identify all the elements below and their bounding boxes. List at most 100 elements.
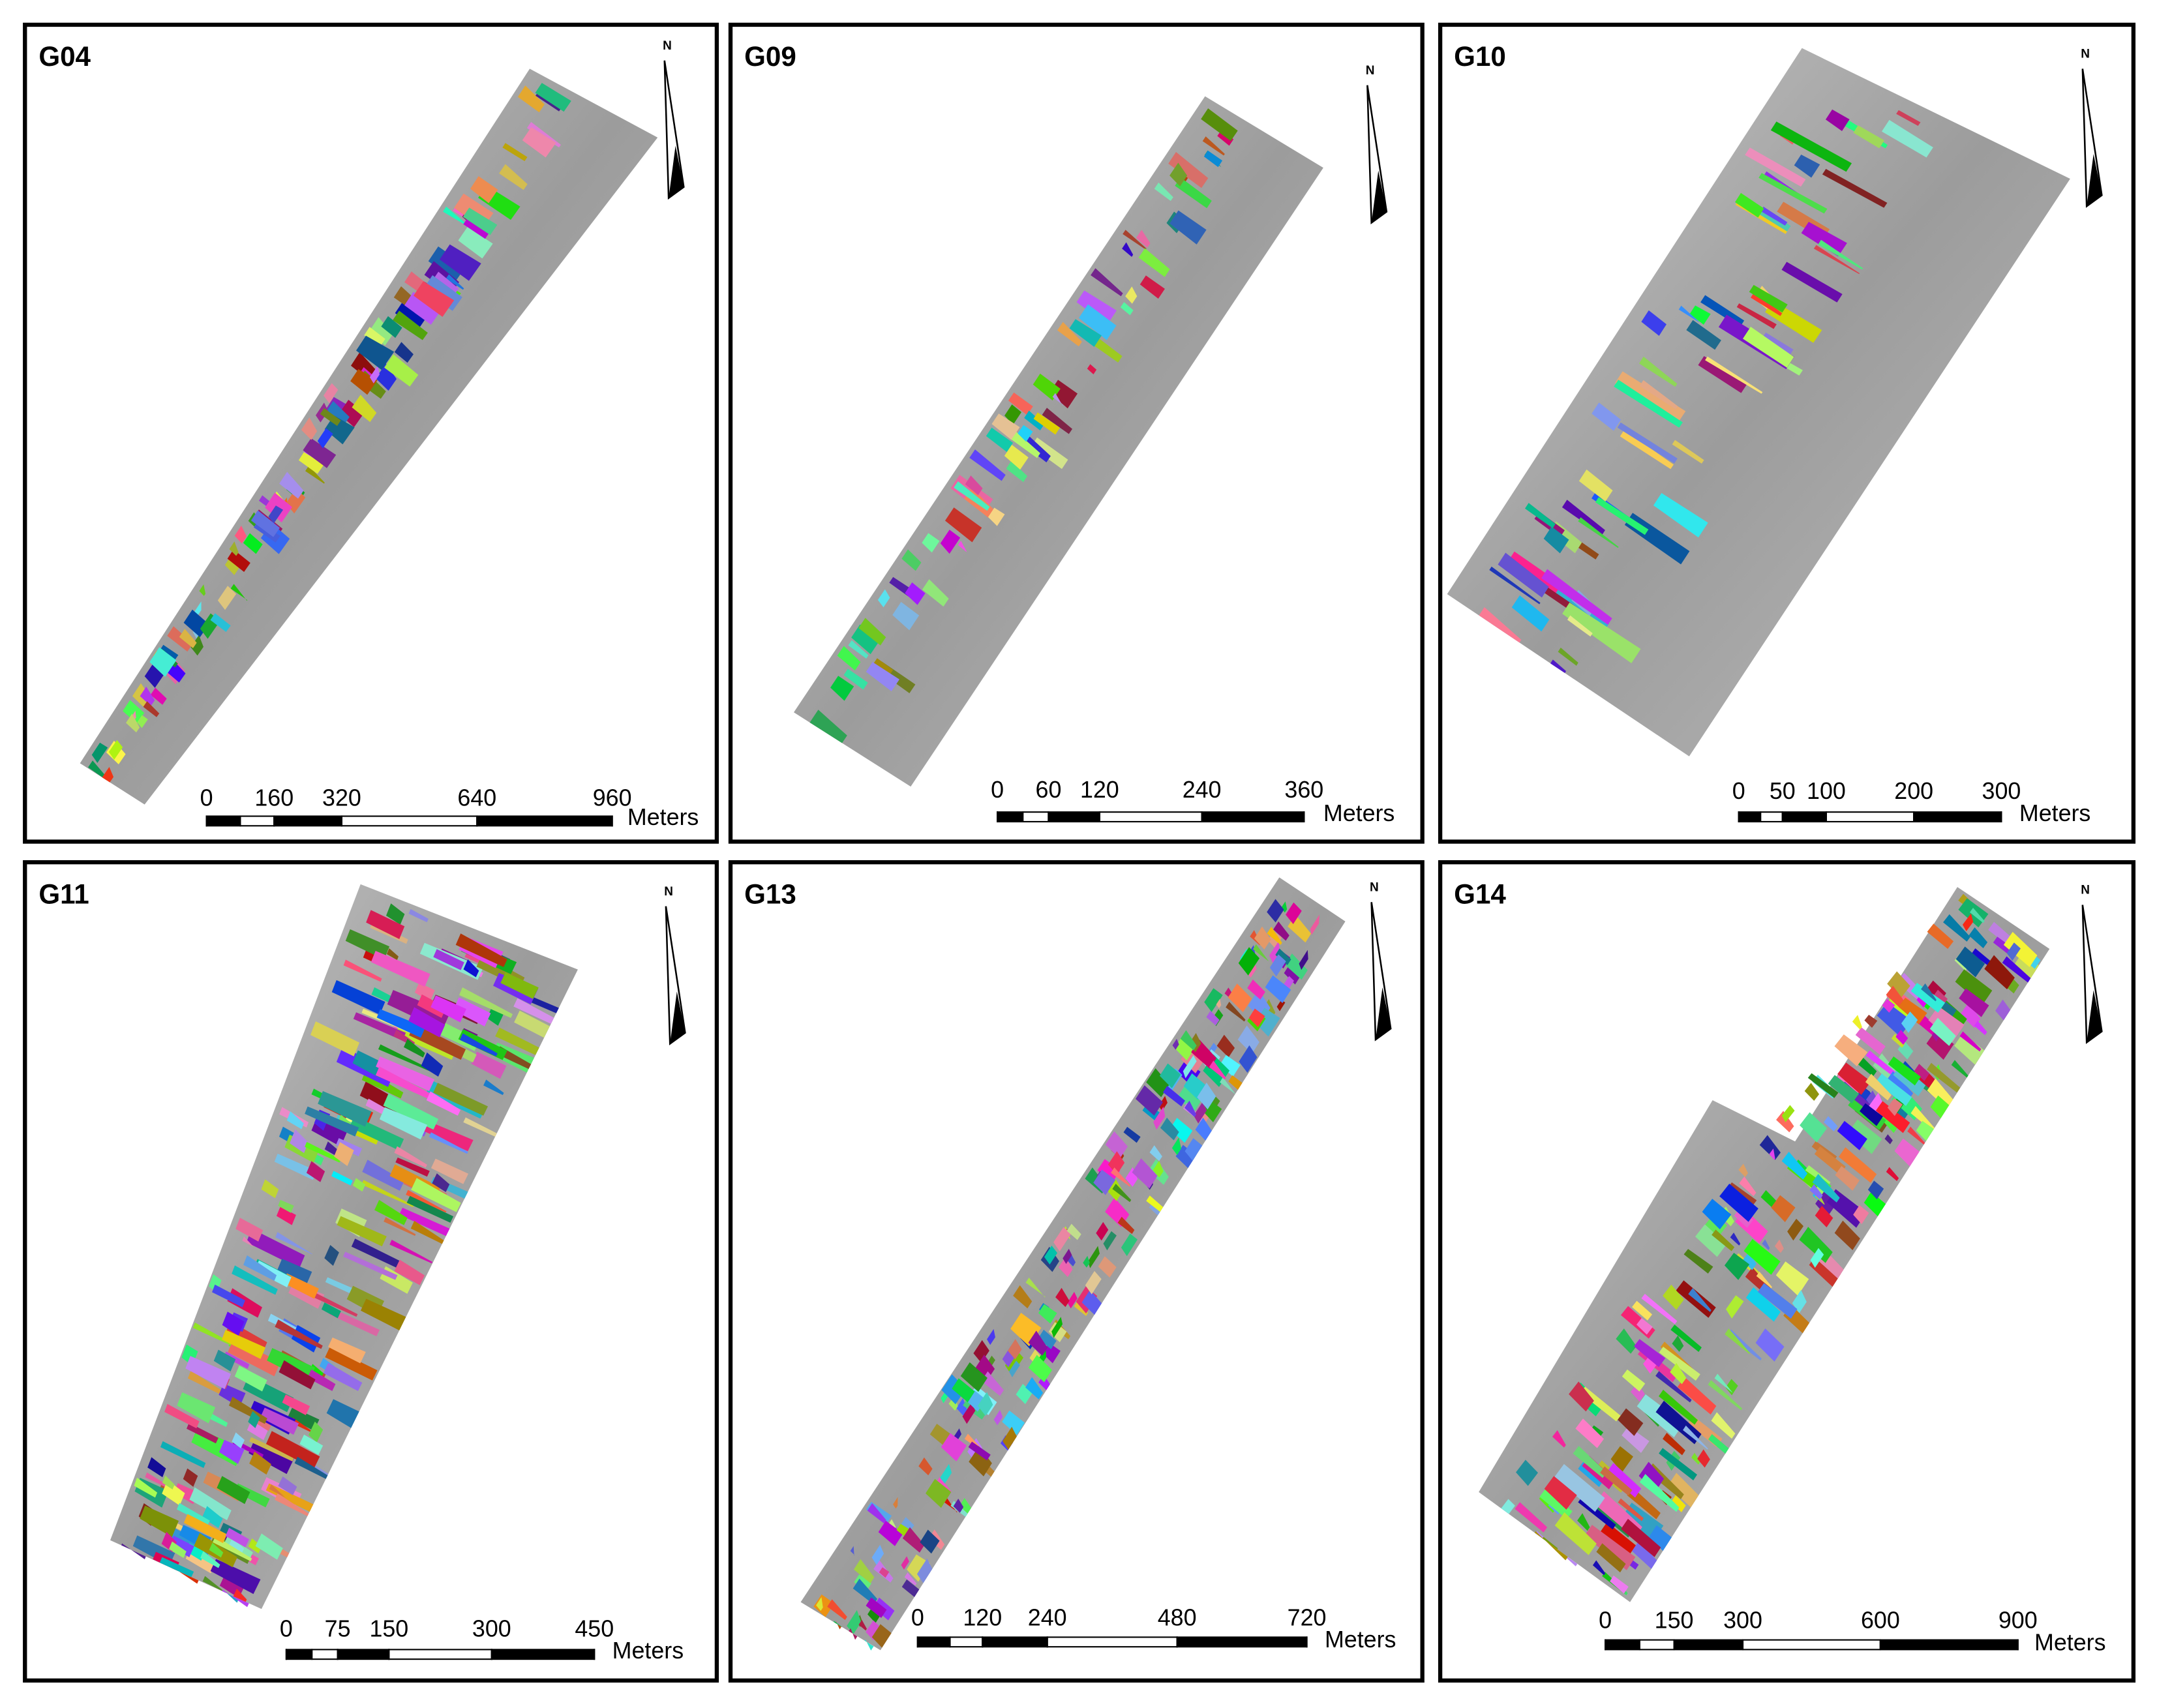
bedform-patch (1887, 1071, 1914, 1098)
panel-title: G09 (744, 41, 796, 72)
bedform-patch (260, 1407, 299, 1435)
bedform-patch (843, 668, 868, 690)
bedform-patch (1111, 1167, 1131, 1187)
bedform-patch (1310, 914, 1320, 935)
bedform-patch (851, 624, 881, 655)
bedform-patch (1066, 1223, 1081, 1240)
bedform-patch (1815, 1205, 1833, 1228)
bedform-patch (275, 1319, 323, 1349)
bedform-patch (1009, 1360, 1020, 1377)
seabed-image (1447, 48, 2070, 757)
scale-unit: Meters (1325, 1626, 1396, 1653)
bedform-patch (858, 1619, 867, 1631)
bedform-patch (1550, 659, 1567, 673)
bedform-patch (1498, 552, 1549, 598)
bedform-patch (1914, 1064, 1930, 1081)
bedform-patch (1724, 1253, 1750, 1280)
bedform-patch (459, 987, 513, 1018)
bedform-patch (1123, 1126, 1141, 1143)
bedform-patch (1228, 1075, 1243, 1090)
bedform-patch (877, 589, 890, 608)
bedform-patch (1822, 168, 1888, 208)
bedform-patch (183, 1468, 198, 1487)
scale-label: 900 (1999, 1608, 2038, 1634)
bedform-patch (1544, 1476, 1577, 1510)
panel-title: G04 (38, 41, 91, 72)
scale-label: 240 (1183, 777, 1222, 803)
bedform-patch (219, 1439, 245, 1464)
bedform-patch (1618, 1408, 1644, 1436)
bedform-patch (1575, 1418, 1605, 1448)
bedform-patch (1641, 310, 1667, 336)
bedform-patch (1968, 927, 1988, 948)
bedform-patch (1591, 402, 1622, 431)
bedform-patch (366, 910, 405, 940)
bedform-patch (1168, 152, 1209, 188)
scale-segment (1913, 811, 2002, 822)
bedform-patch (445, 274, 464, 290)
bedform-patch (833, 1621, 843, 1628)
bedform-patch (233, 1588, 247, 1602)
bedform-patch (463, 959, 479, 978)
bedform-patch (1098, 1256, 1117, 1278)
bedform-patch (2003, 931, 2038, 968)
bedform-patch (329, 1308, 380, 1337)
scale-segment (273, 815, 342, 827)
bedform-patch (331, 980, 385, 1015)
bedform-patch (1097, 1159, 1121, 1184)
bedform-patch (376, 1056, 435, 1092)
bedform-patch (962, 1403, 976, 1424)
bedform-patch (394, 342, 414, 363)
bedform-patch (926, 1478, 952, 1508)
bedform-patch (1916, 1120, 1934, 1141)
bedform-patch (858, 618, 886, 646)
bedform-patch (1018, 425, 1033, 442)
bedform-patch (1023, 436, 1051, 462)
bedform-patch (248, 1411, 260, 1428)
bedform-patch (1712, 1229, 1735, 1251)
bedform-patch (1633, 1339, 1666, 1368)
bedform-patch (1596, 1543, 1626, 1573)
bedform-patch (977, 1392, 993, 1416)
bedform-patch (1655, 1371, 1692, 1403)
bedform-patch (1708, 1433, 1729, 1454)
scale-label: 0 (911, 1604, 924, 1630)
bedform-patch (463, 217, 489, 239)
bedform-patch (1663, 1433, 1685, 1456)
bedform-patch (943, 1496, 958, 1513)
bedform-patch (1074, 1300, 1089, 1317)
bedform-patch (1183, 1055, 1197, 1079)
bedform-patch (1882, 998, 1895, 1013)
bedform-patch (352, 395, 377, 423)
bedform-patch (1639, 380, 1678, 410)
scale-unit: Meters (627, 804, 699, 830)
bedform-patch (991, 413, 1020, 440)
panel-title: G11 (38, 878, 89, 909)
bedform-patch (301, 417, 318, 440)
bedform-patch (250, 510, 280, 537)
bedform-patch (1955, 969, 1993, 1006)
bedform-patch (1813, 245, 1860, 275)
bedform-patch (1649, 1525, 1672, 1551)
bedform-patch (954, 481, 990, 511)
bedform-patch (1614, 380, 1683, 428)
bedform-patch (1776, 1111, 1794, 1133)
bedform-patch (140, 1505, 179, 1537)
bedform-patch (265, 1431, 320, 1469)
bedform-patch (1620, 430, 1674, 470)
bedform-patch (1814, 1146, 1846, 1175)
bedform-patch (1610, 1446, 1633, 1473)
bedform-patch (227, 1288, 262, 1318)
bedform-patch (1792, 1289, 1807, 1313)
bedform-patch (866, 662, 899, 692)
scale-unit: Meters (612, 1638, 684, 1664)
bedform-patch (987, 1328, 995, 1345)
bedform-patch (878, 1520, 903, 1546)
scale-label: 120 (963, 1604, 1002, 1630)
bedform-patch (1162, 1086, 1185, 1107)
bedform-patch (1688, 1288, 1712, 1312)
bedform-patch (1799, 1227, 1833, 1263)
bedform-patch (1638, 1461, 1665, 1493)
bedform-patch (901, 1556, 909, 1570)
scale-label: 0 (200, 785, 213, 811)
